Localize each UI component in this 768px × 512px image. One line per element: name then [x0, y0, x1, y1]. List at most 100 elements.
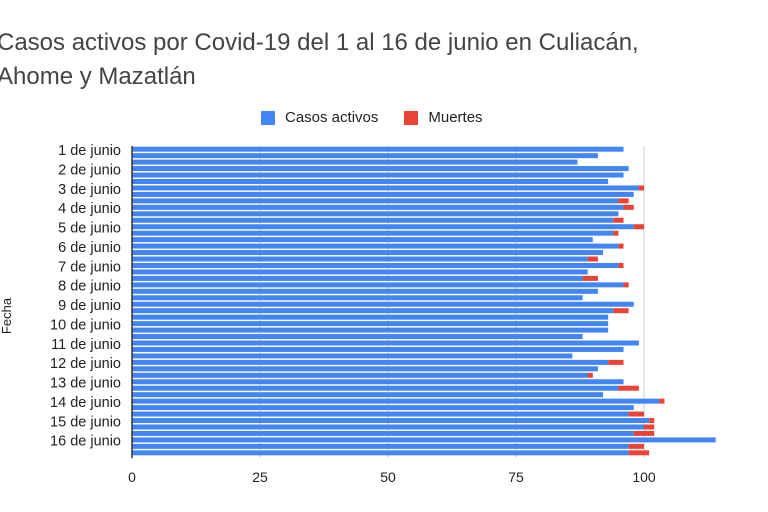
y-tick-label: 15 de junio [50, 414, 121, 430]
bar-casos-activos [132, 275, 583, 281]
bar-casos-activos [132, 443, 629, 449]
bar-casos-activos [132, 172, 624, 178]
bar-casos-activos [132, 405, 634, 411]
y-tick-label: 5 de junio [58, 221, 121, 237]
bar-casos-activos [132, 385, 619, 391]
bar-muertes [613, 217, 624, 223]
bar-casos-activos [132, 243, 619, 249]
bar-casos-activos [132, 191, 634, 197]
bar-casos-activos [132, 340, 639, 346]
bar-muertes [623, 204, 634, 210]
bar-casos-activos [132, 288, 598, 294]
y-tick-label: 4 de junio [58, 201, 121, 217]
bar-casos-activos [132, 398, 660, 404]
y-tick-label: 7 de junio [58, 259, 121, 275]
bar-casos-activos [132, 366, 598, 372]
bar-casos-activos [132, 314, 609, 320]
bar-casos-activos [132, 359, 609, 365]
legend-label: Casos activos [285, 109, 379, 126]
bar-casos-activos [132, 224, 634, 230]
bar-casos-activos [132, 308, 614, 314]
bar-casos-activos [132, 237, 593, 243]
bar-casos-activos [132, 166, 629, 172]
x-tick-label: 25 [252, 469, 268, 485]
bar-muertes [613, 230, 619, 236]
x-tick-label: 0 [128, 469, 136, 485]
x-tick-label: 75 [508, 469, 524, 485]
bar-casos-activos [132, 204, 624, 210]
bar-casos-activos [132, 353, 573, 359]
bar-muertes [628, 411, 644, 417]
bar-casos-activos [132, 146, 624, 152]
bar-casos-activos [132, 269, 588, 275]
bar-muertes [633, 430, 655, 436]
bar-casos-activos [132, 450, 629, 456]
bar-muertes [582, 275, 598, 281]
bar-casos-activos [132, 424, 644, 430]
legend-item-muertes[interactable]: Muertes [404, 109, 483, 126]
legend-label: Muertes [428, 109, 483, 126]
bar-casos-activos [132, 282, 624, 288]
bar-muertes [659, 398, 665, 404]
bar-casos-activos [132, 250, 604, 256]
x-tick-label: 100 [632, 469, 656, 485]
legend: Casos activos Muertes [261, 109, 483, 126]
bar-casos-activos [132, 153, 598, 159]
y-tick-label: 11 de junio [51, 337, 121, 353]
y-tick-label: 9 de junio [58, 298, 121, 314]
legend-swatch-casos-activos [261, 110, 275, 125]
bar-casos-activos [132, 321, 609, 327]
bar-casos-activos [132, 346, 624, 352]
y-tick-label: 12 de junio [50, 356, 121, 372]
bar-casos-activos [132, 230, 614, 236]
bar-casos-activos [132, 217, 614, 223]
y-tick-label: 2 de junio [58, 162, 121, 178]
bar-casos-activos [132, 198, 619, 204]
bar-casos-activos [132, 372, 588, 378]
bar-muertes [587, 372, 593, 378]
bar-casos-activos [132, 256, 588, 262]
bar-muertes [618, 385, 639, 391]
bar-muertes [644, 424, 655, 430]
bar-casos-activos [132, 327, 609, 333]
x-tick-label: 50 [380, 469, 396, 485]
bar-muertes [618, 262, 624, 268]
y-tick-label: 3 de junio [58, 182, 121, 198]
bar-casos-activos [132, 379, 624, 385]
bar-muertes [628, 443, 644, 449]
bar-casos-activos [132, 411, 629, 417]
legend-item-casos-activos[interactable]: Casos activos [261, 109, 378, 126]
bar-muertes [649, 418, 655, 424]
bar-casos-activos [132, 301, 634, 307]
bar-muertes [618, 243, 624, 249]
y-tick-label: 14 de junio [50, 395, 121, 411]
bar-muertes [633, 224, 644, 230]
bar-muertes [613, 308, 629, 314]
bar-casos-activos [132, 211, 619, 217]
bar-casos-activos [132, 437, 716, 443]
bar-casos-activos [132, 262, 619, 268]
bar-muertes [608, 359, 624, 365]
bar-muertes [638, 185, 644, 191]
y-tick-label: 8 de junio [58, 279, 121, 295]
bar-casos-activos [132, 295, 583, 301]
bar-muertes [623, 282, 629, 288]
y-tick-label: 1 de junio [58, 143, 121, 159]
bar-muertes [628, 450, 650, 456]
y-tick-label: 13 de junio [50, 376, 121, 392]
bar-casos-activos [132, 334, 583, 340]
bar-casos-activos [132, 418, 650, 424]
chart-title: Casos activos por Covid-19 del 1 al 16 d… [0, 29, 639, 90]
y-tick-label: 10 de junio [50, 317, 121, 333]
bar-casos-activos [132, 430, 634, 436]
bar-casos-activos [132, 179, 609, 184]
legend-swatch-muertes [404, 110, 419, 125]
bar-casos-activos [132, 392, 604, 398]
bar-casos-activos [132, 159, 578, 165]
bar-muertes [587, 256, 598, 262]
y-tick-label: 6 de junio [58, 240, 121, 256]
y-tick-label: 16 de junio [50, 434, 121, 450]
y-axis-title: Fecha [0, 297, 14, 334]
bar-muertes [618, 198, 629, 204]
